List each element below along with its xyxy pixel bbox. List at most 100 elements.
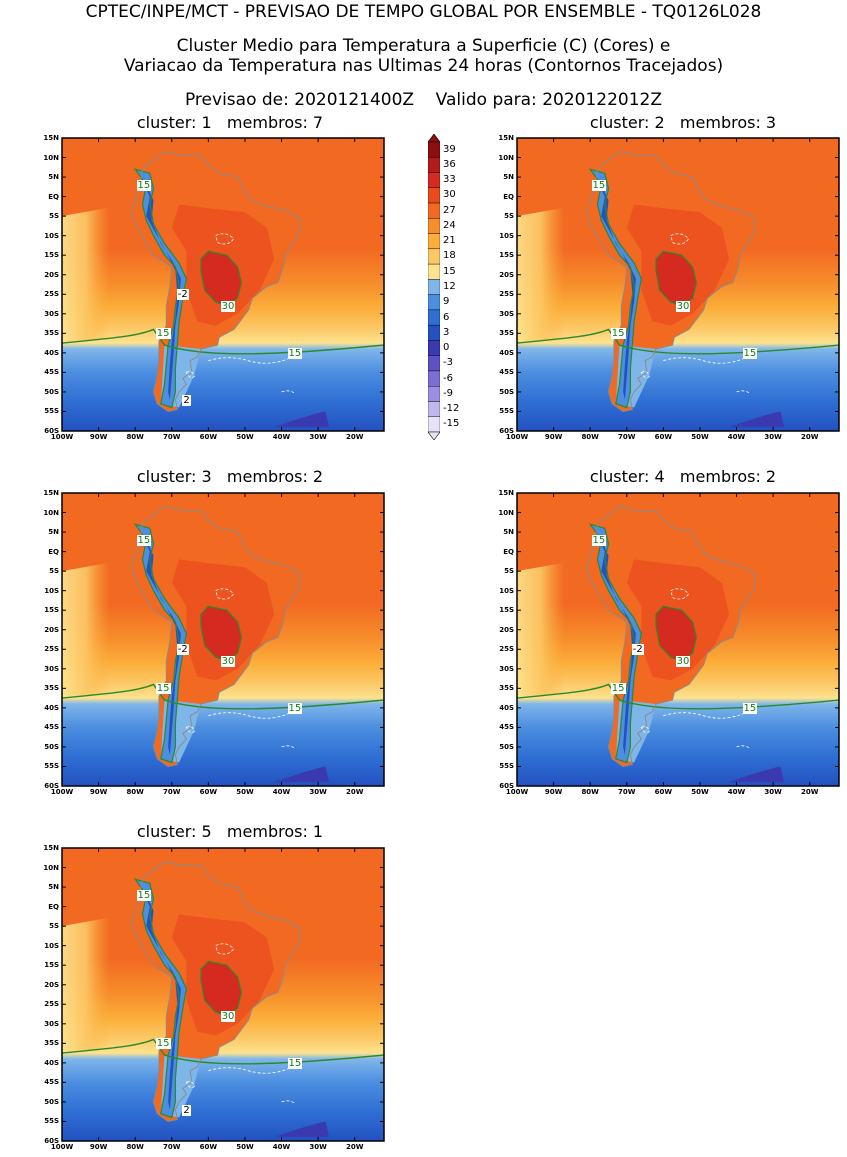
panel-title: cluster: 2 membros: 3 bbox=[589, 113, 777, 132]
contour-label: 30 bbox=[220, 1010, 236, 1022]
lat-tick-label: 30S bbox=[499, 309, 514, 318]
lat-tick-label: 15S bbox=[499, 251, 514, 260]
contour-label: 2 bbox=[182, 1104, 191, 1116]
lat-tick-label: 20S bbox=[499, 625, 514, 634]
contour-label: 15 bbox=[136, 534, 152, 546]
panel-title: cluster: 5 membros: 1 bbox=[136, 822, 324, 841]
lon-tick-label: 80W bbox=[126, 433, 144, 441]
lon-tick-label: 60W bbox=[199, 433, 218, 441]
lat-tick-label: 25S bbox=[44, 290, 59, 299]
colorbar-value: -3 bbox=[443, 357, 453, 369]
colorbar-value: 30 bbox=[443, 189, 456, 201]
lat-tick-label: 55S bbox=[499, 762, 514, 771]
lat-tick-label: 30S bbox=[44, 309, 59, 318]
lat-tick-label: EQ bbox=[503, 547, 514, 556]
lon-tick-label: 90W bbox=[544, 788, 563, 796]
lat-tick-label: 30S bbox=[499, 664, 514, 673]
colorbar-value: 12 bbox=[443, 281, 456, 292]
contour-label: -2 bbox=[176, 644, 189, 656]
temperature-map bbox=[516, 137, 840, 432]
lon-tick-label: 60W bbox=[654, 788, 673, 796]
lat-tick-label: 10N bbox=[498, 508, 514, 517]
lat-tick-label: 35S bbox=[499, 684, 514, 693]
colorbar-value: -9 bbox=[443, 387, 453, 399]
lat-tick-label: 45S bbox=[499, 723, 514, 732]
lat-tick-label: EQ bbox=[48, 902, 59, 911]
lat-tick-label: 10N bbox=[43, 863, 59, 872]
map-panel-cluster-5: 15 15 15 30 2 bbox=[61, 847, 385, 1142]
lat-tick-label: 45S bbox=[44, 1078, 59, 1087]
lat-tick-label: 40S bbox=[499, 703, 514, 712]
lat-tick-label: 5S bbox=[49, 922, 59, 931]
panel-title: cluster: 4 membros: 2 bbox=[589, 467, 777, 486]
lat-tick-label: 55S bbox=[499, 407, 514, 416]
lat-tick-label: 15S bbox=[44, 606, 59, 615]
lat-tick-label: 50S bbox=[499, 742, 514, 751]
contour-label: 15 bbox=[155, 683, 171, 695]
lon-tick-label: 50W bbox=[236, 1143, 254, 1151]
lon-tick-label: 60W bbox=[199, 1143, 218, 1151]
contour-label: 15 bbox=[136, 889, 152, 901]
header-line-2: Cluster Medio para Temperatura a Superfi… bbox=[176, 36, 671, 56]
lat-tick-label: EQ bbox=[48, 547, 59, 556]
lat-tick-label: 45S bbox=[44, 368, 59, 377]
lon-tick-label: 70W bbox=[163, 788, 181, 796]
lat-tick-label: 50S bbox=[499, 387, 514, 396]
map-panel-cluster-1: 15 15 15 30 -2 2 bbox=[61, 137, 385, 432]
lat-tick-label: 60S bbox=[44, 1137, 59, 1145]
lon-tick-label: 60W bbox=[199, 788, 218, 796]
temperature-map bbox=[61, 137, 385, 432]
lat-tick-label: 15S bbox=[44, 961, 59, 970]
colorbar-value: -12 bbox=[443, 403, 460, 415]
header-line-1: CPTEC/INPE/MCT - PREVISAO DE TEMPO GLOBA… bbox=[85, 2, 762, 22]
colorbar-value: 39 bbox=[443, 143, 456, 155]
lat-tick-label: 15N bbox=[498, 489, 514, 497]
contour-label: 15 bbox=[287, 702, 303, 714]
colorbar-value: 6 bbox=[443, 311, 450, 323]
lat-tick-label: 10S bbox=[44, 586, 59, 595]
lat-tick-label: 5S bbox=[504, 212, 514, 221]
lat-tick-label: 5N bbox=[503, 528, 514, 537]
lon-tick-label: 40W bbox=[272, 1143, 291, 1151]
lat-tick-label: 15N bbox=[43, 489, 59, 497]
contour-label: 15 bbox=[591, 534, 607, 546]
lon-tick-label: 30W bbox=[309, 788, 327, 796]
lon-tick-label: 20W bbox=[345, 788, 364, 796]
lat-tick-label: 15S bbox=[499, 606, 514, 615]
lat-tick-label: 10S bbox=[499, 586, 514, 595]
lon-tick-label: 20W bbox=[800, 788, 819, 796]
lat-tick-label: 35S bbox=[44, 684, 59, 693]
lon-tick-label: 40W bbox=[727, 788, 746, 796]
lon-tick-label: 100W bbox=[50, 433, 74, 441]
lat-tick-label: EQ bbox=[48, 192, 59, 201]
lon-tick-label: 100W bbox=[50, 1143, 74, 1151]
lat-tick-label: 10S bbox=[44, 231, 59, 240]
panel-title: cluster: 1 membros: 7 bbox=[136, 113, 324, 132]
lat-tick-label: 10S bbox=[499, 231, 514, 240]
contour-label: 30 bbox=[220, 300, 236, 312]
lon-tick-label: 70W bbox=[163, 1143, 181, 1151]
contour-label: 2 bbox=[182, 394, 191, 406]
contour-label: 15 bbox=[742, 347, 758, 359]
header-line-3: Variacao da Temperatura nas Ultimas 24 h… bbox=[123, 56, 724, 76]
lat-tick-label: 45S bbox=[499, 368, 514, 377]
lat-tick-label: 5S bbox=[49, 212, 59, 221]
lat-tick-label: 10N bbox=[43, 508, 59, 517]
lon-tick-label: 100W bbox=[505, 433, 529, 441]
contour-label: -2 bbox=[176, 289, 189, 301]
colorbar-value: 3 bbox=[443, 326, 450, 338]
contour-label: 30 bbox=[675, 300, 691, 312]
contour-label: 15 bbox=[155, 1038, 171, 1050]
colorbar-value: 33 bbox=[443, 174, 456, 186]
lat-tick-label: EQ bbox=[503, 192, 514, 201]
lon-tick-label: 30W bbox=[764, 433, 782, 441]
panel-title: cluster: 3 membros: 2 bbox=[136, 467, 324, 486]
lat-tick-label: 5N bbox=[48, 528, 59, 537]
lat-tick-label: 5N bbox=[48, 883, 59, 892]
lat-tick-label: 20S bbox=[499, 270, 514, 279]
lon-tick-label: 80W bbox=[126, 1143, 144, 1151]
lon-tick-label: 100W bbox=[505, 788, 529, 796]
lon-tick-label: 50W bbox=[691, 433, 709, 441]
colorbar-value: 21 bbox=[443, 235, 456, 247]
lon-tick-label: 70W bbox=[618, 433, 636, 441]
